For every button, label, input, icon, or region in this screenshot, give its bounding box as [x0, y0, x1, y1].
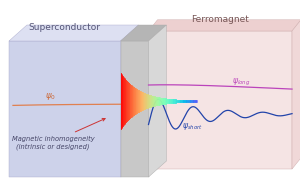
- Polygon shape: [292, 20, 300, 169]
- Polygon shape: [148, 25, 166, 177]
- Polygon shape: [121, 25, 139, 177]
- Text: $\psi_{long}$: $\psi_{long}$: [232, 76, 250, 88]
- Text: $\psi_0$: $\psi_0$: [45, 91, 56, 102]
- Polygon shape: [9, 41, 121, 177]
- Text: Superconductor: Superconductor: [29, 22, 101, 32]
- Polygon shape: [9, 25, 139, 41]
- Polygon shape: [121, 41, 148, 177]
- Text: Magnetic inhomogeneity
(intrinsic or designed): Magnetic inhomogeneity (intrinsic or des…: [11, 136, 94, 150]
- Text: $\psi_{short}$: $\psi_{short}$: [182, 122, 203, 132]
- Polygon shape: [148, 31, 292, 169]
- Polygon shape: [148, 20, 300, 31]
- Polygon shape: [121, 25, 166, 41]
- Text: Ferromagnet: Ferromagnet: [191, 15, 249, 24]
